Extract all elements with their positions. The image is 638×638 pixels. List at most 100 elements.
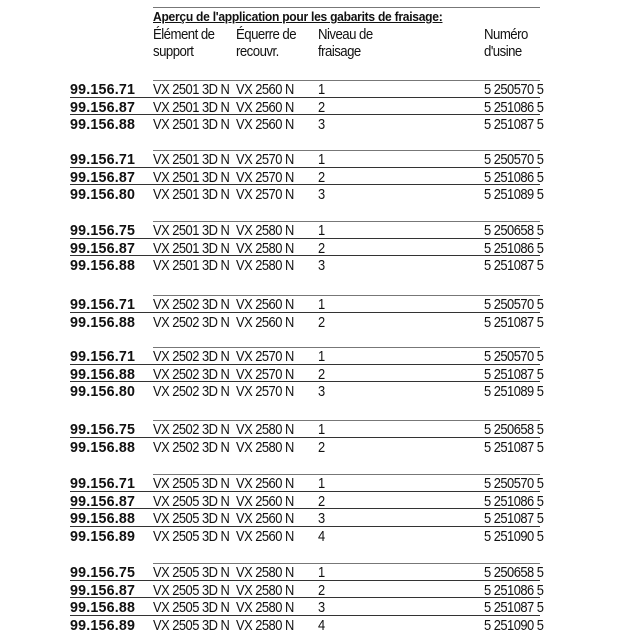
cover-bracket: VX 2580 N [236,239,294,257]
article-code: 99.156.75 [70,222,136,239]
table-row: 99.156.87 VX 2501 3D N VX 2570 N 2 5 251086 … [70,168,544,186]
support-element: VX 2501 3D N [153,257,230,275]
group-rule [153,295,540,296]
support-element: VX 2502 3D N [153,421,230,438]
cover-bracket: VX 2580 N [236,581,294,599]
milling-level: 1 [318,222,325,239]
support-element: VX 2502 3D N [153,296,230,313]
table-row: 99.156.80 VX 2501 3D N VX 2570 N 3 5 251089 … [70,185,544,204]
milling-level: 4 [318,617,325,635]
support-element: VX 2501 3D N [153,186,230,204]
milling-level: 2 [318,313,325,331]
article-code: 99.156.71 [70,475,136,492]
factory-number: 5 251086 5 [484,239,544,257]
row-group: 99.156.71 VX 2502 3D N VX 2570 N 1 5 250570 … [70,347,544,401]
cover-bracket: VX 2570 N [236,168,294,186]
table-row: 99.156.88 VX 2501 3D N VX 2580 N 3 5 251087 … [70,256,544,275]
milling-level: 3 [318,116,325,134]
header-niveau-line1: Niveau de [318,26,373,43]
support-element: VX 2502 3D N [153,313,230,331]
header-niveau-line2: fraisage [318,43,361,60]
factory-number: 5 251086 5 [484,581,544,599]
cover-bracket: VX 2560 N [236,475,294,492]
row-group: 99.156.75 VX 2505 3D N VX 2580 N 1 5 250658 … [70,563,544,635]
support-element: VX 2501 3D N [153,168,230,186]
milling-level: 2 [318,365,325,383]
factory-number: 5 250570 5 [484,296,544,313]
table-row: 99.156.88 VX 2501 3D N VX 2560 N 3 5 251087 … [70,115,544,134]
article-code: 99.156.88 [70,313,136,331]
group-rule [153,563,540,564]
factory-number: 5 250658 5 [484,421,544,438]
article-code: 99.156.88 [70,510,136,528]
cover-bracket: VX 2560 N [236,116,294,134]
table-row: 99.156.71 VX 2501 3D N VX 2570 N 1 5 250570 … [70,150,544,168]
support-element: VX 2505 3D N [153,492,230,510]
article-code: 99.156.87 [70,492,136,510]
factory-number: 5 251090 5 [484,528,544,546]
support-element: VX 2501 3D N [153,222,230,239]
factory-number: 5 251089 5 [484,383,544,401]
factory-number: 5 250658 5 [484,564,544,581]
header-element: Élément de support [153,26,215,60]
table-row: 99.156.87 VX 2505 3D N VX 2580 N 2 5 251086 … [70,581,544,599]
article-code: 99.156.89 [70,617,136,635]
milling-level: 3 [318,599,325,617]
cover-bracket: VX 2570 N [236,383,294,401]
cover-bracket: VX 2560 N [236,81,294,98]
article-code: 99.156.80 [70,186,136,204]
table-row: 99.156.88 VX 2502 3D N VX 2580 N 2 5 251087 … [70,438,544,456]
cover-bracket: VX 2560 N [236,528,294,546]
cover-bracket: VX 2570 N [236,348,294,365]
cover-bracket: VX 2580 N [236,564,294,581]
table-row: 99.156.87 VX 2501 3D N VX 2560 N 2 5 251086 … [70,98,544,116]
milling-level: 3 [318,383,325,401]
table-row: 99.156.89 VX 2505 3D N VX 2560 N 4 5 251090 … [70,527,544,546]
article-code: 99.156.71 [70,81,136,98]
support-element: VX 2501 3D N [153,151,230,168]
factory-number: 5 251087 5 [484,116,544,134]
support-element: VX 2501 3D N [153,116,230,134]
milling-level: 4 [318,528,325,546]
table-row: 99.156.80 VX 2502 3D N VX 2570 N 3 5 251089 … [70,382,544,401]
page-title: Aperçu de l'application pour les gabarit… [153,9,443,24]
cover-bracket: VX 2570 N [236,186,294,204]
factory-number: 5 250570 5 [484,475,544,492]
support-element: VX 2505 3D N [153,475,230,492]
table-row: 99.156.71 VX 2505 3D N VX 2560 N 1 5 250570 … [70,474,544,492]
table-row: 99.156.87 VX 2501 3D N VX 2580 N 2 5 251086 … [70,239,544,257]
milling-level: 1 [318,296,325,313]
factory-number: 5 251087 5 [484,438,544,456]
factory-number: 5 251087 5 [484,365,544,383]
article-code: 99.156.88 [70,365,136,383]
cover-bracket: VX 2580 N [236,222,294,239]
table-row: 99.156.71 VX 2502 3D N VX 2570 N 1 5 250570 … [70,347,544,365]
cover-bracket: VX 2570 N [236,365,294,383]
milling-level: 1 [318,151,325,168]
factory-number: 5 251087 5 [484,599,544,617]
milling-level: 1 [318,475,325,492]
milling-level: 1 [318,348,325,365]
article-code: 99.156.87 [70,239,136,257]
article-code: 99.156.88 [70,257,136,275]
milling-level: 2 [318,98,325,116]
header-numero: Numéro d'usine [484,26,528,60]
article-code: 99.156.71 [70,296,136,313]
milling-level: 3 [318,510,325,528]
support-element: VX 2505 3D N [153,581,230,599]
support-element: VX 2502 3D N [153,383,230,401]
group-rule [153,80,540,81]
factory-number: 5 251087 5 [484,510,544,528]
cover-bracket: VX 2560 N [236,510,294,528]
row-group: 99.156.71 VX 2505 3D N VX 2560 N 1 5 250570 … [70,474,544,546]
factory-number: 5 251087 5 [484,257,544,275]
milling-level: 2 [318,168,325,186]
milling-level: 3 [318,257,325,275]
group-rule [153,347,540,348]
article-code: 99.156.87 [70,168,136,186]
factory-number: 5 250570 5 [484,151,544,168]
support-element: VX 2502 3D N [153,348,230,365]
milling-level: 2 [318,492,325,510]
table-row: 99.156.75 VX 2502 3D N VX 2580 N 1 5 250658 … [70,420,544,438]
milling-level: 3 [318,186,325,204]
